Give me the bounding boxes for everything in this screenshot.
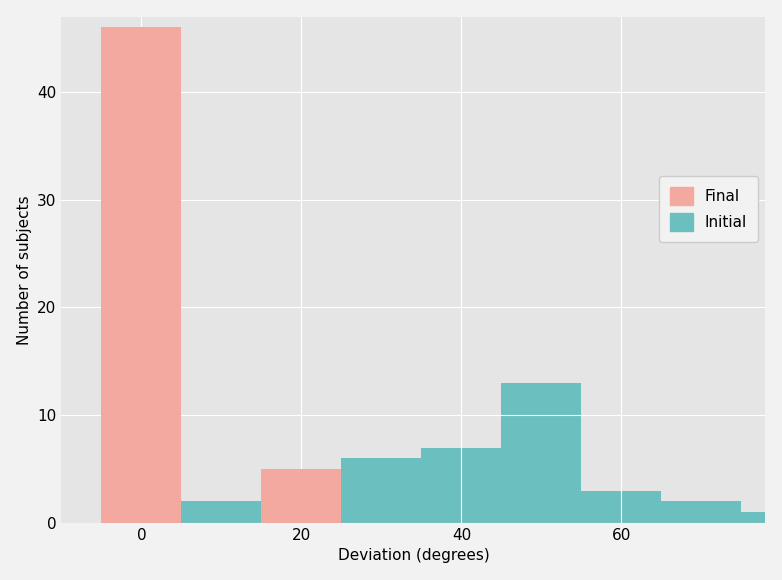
Bar — [102, 135, 181, 523]
Bar — [662, 501, 741, 523]
Legend: Final, Initial: Final, Initial — [659, 176, 758, 242]
Bar — [501, 383, 581, 523]
X-axis label: Deviation (degrees): Deviation (degrees) — [338, 548, 490, 563]
Bar — [581, 491, 662, 523]
Bar — [342, 458, 421, 523]
Bar — [261, 469, 342, 523]
Bar — [421, 448, 501, 523]
Bar — [741, 512, 782, 523]
Bar — [181, 501, 261, 523]
Bar — [102, 27, 181, 523]
Bar — [261, 491, 342, 523]
Y-axis label: Number of subjects: Number of subjects — [16, 195, 31, 345]
